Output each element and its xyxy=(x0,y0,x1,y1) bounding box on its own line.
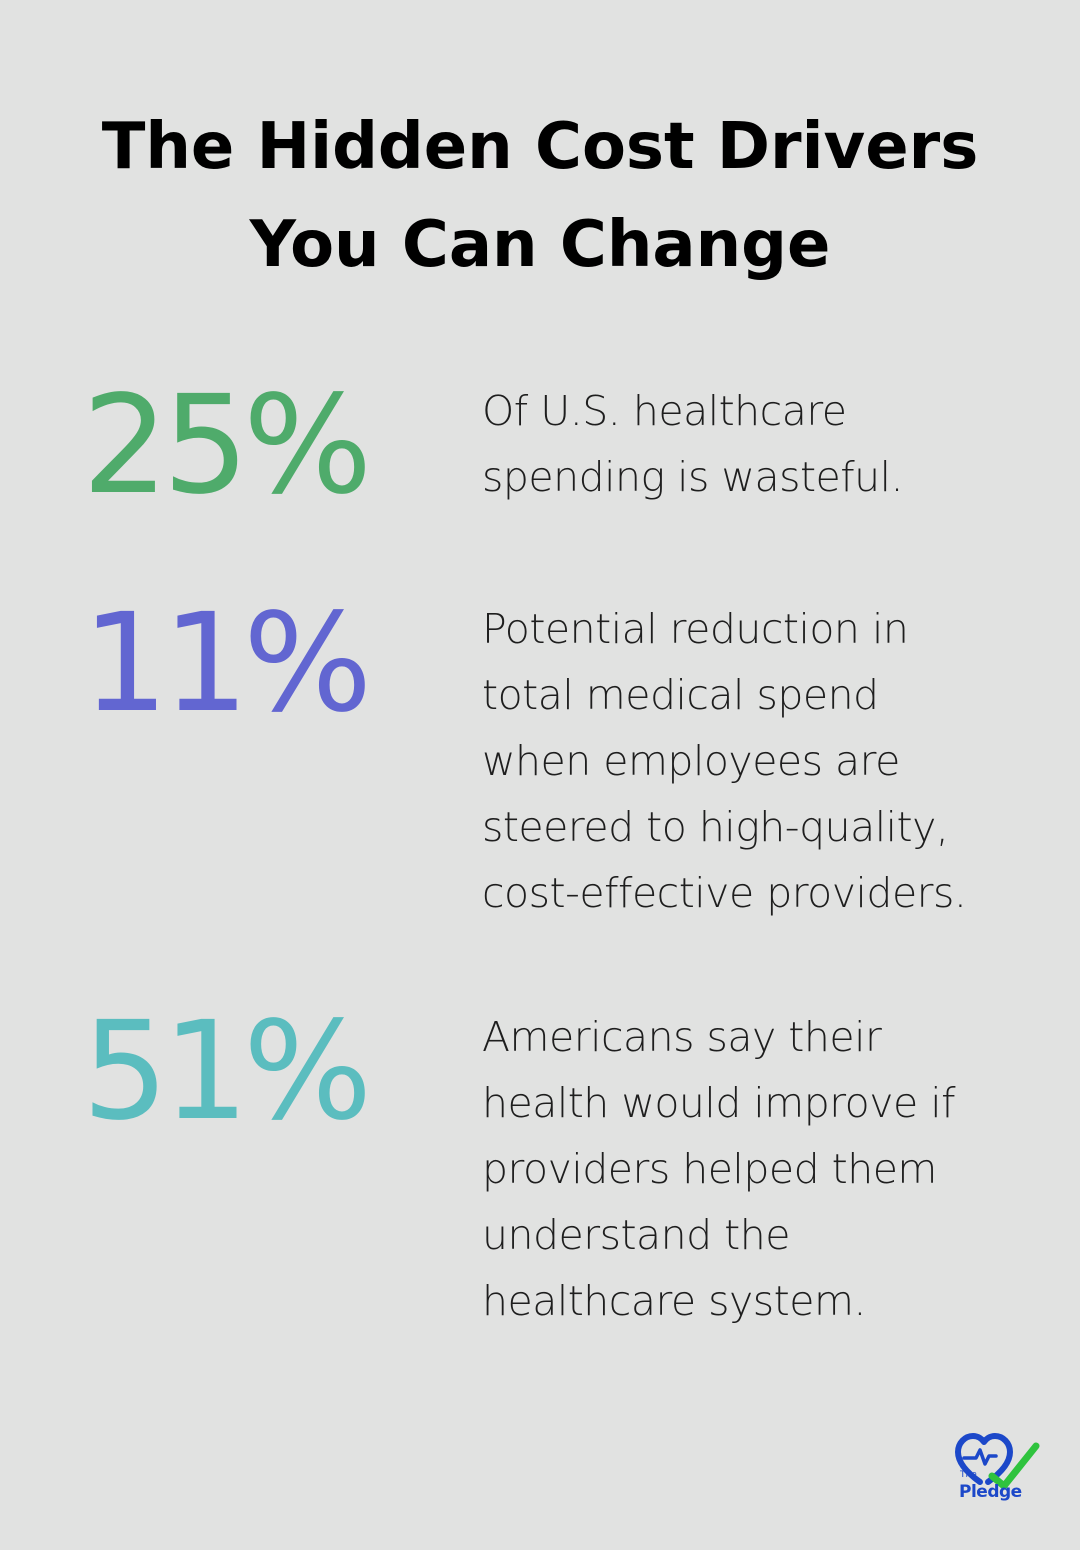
stat-description-line: providers helped them xyxy=(482,1145,937,1193)
stat-description-line: health would improve if xyxy=(482,1079,956,1127)
title-line-1: The Hidden Cost Drivers xyxy=(101,110,979,184)
logo-small-text: The xyxy=(960,1470,977,1480)
stat-description-line: understand the xyxy=(482,1211,790,1259)
stat-description: Americans say their health would improve… xyxy=(482,1004,1022,1334)
heart-check-icon xyxy=(955,1433,1040,1490)
title-line-2: You Can Change xyxy=(249,208,831,282)
the-pledge-logo: The Pledge xyxy=(952,1432,1042,1510)
stat-value: 11% xyxy=(82,585,372,743)
stat-value: 51% xyxy=(82,993,372,1151)
stat-description-line: Potential reduction in xyxy=(482,605,909,653)
stat-description-line: cost-effective providers. xyxy=(482,869,967,917)
page-title: The Hidden Cost Drivers You Can Change xyxy=(0,98,1080,294)
stat-description-line: healthcare system. xyxy=(482,1277,866,1325)
stat-description-line: Of U.S. healthcare xyxy=(482,387,847,435)
stat-description: Potential reduction in total medical spe… xyxy=(482,596,1022,926)
stat-description-line: when employees are xyxy=(482,737,900,785)
stat-description-line: steered to high-quality, xyxy=(482,803,949,851)
stat-description-line: Americans say their xyxy=(482,1013,882,1061)
stat-description-line: total medical spend xyxy=(482,671,879,719)
logo-text: Pledge xyxy=(959,1482,1022,1502)
stat-description-line: spending is wasteful. xyxy=(482,453,904,501)
stat-value: 25% xyxy=(82,367,372,525)
stat-description: Of U.S. healthcare spending is wasteful. xyxy=(482,378,1022,510)
